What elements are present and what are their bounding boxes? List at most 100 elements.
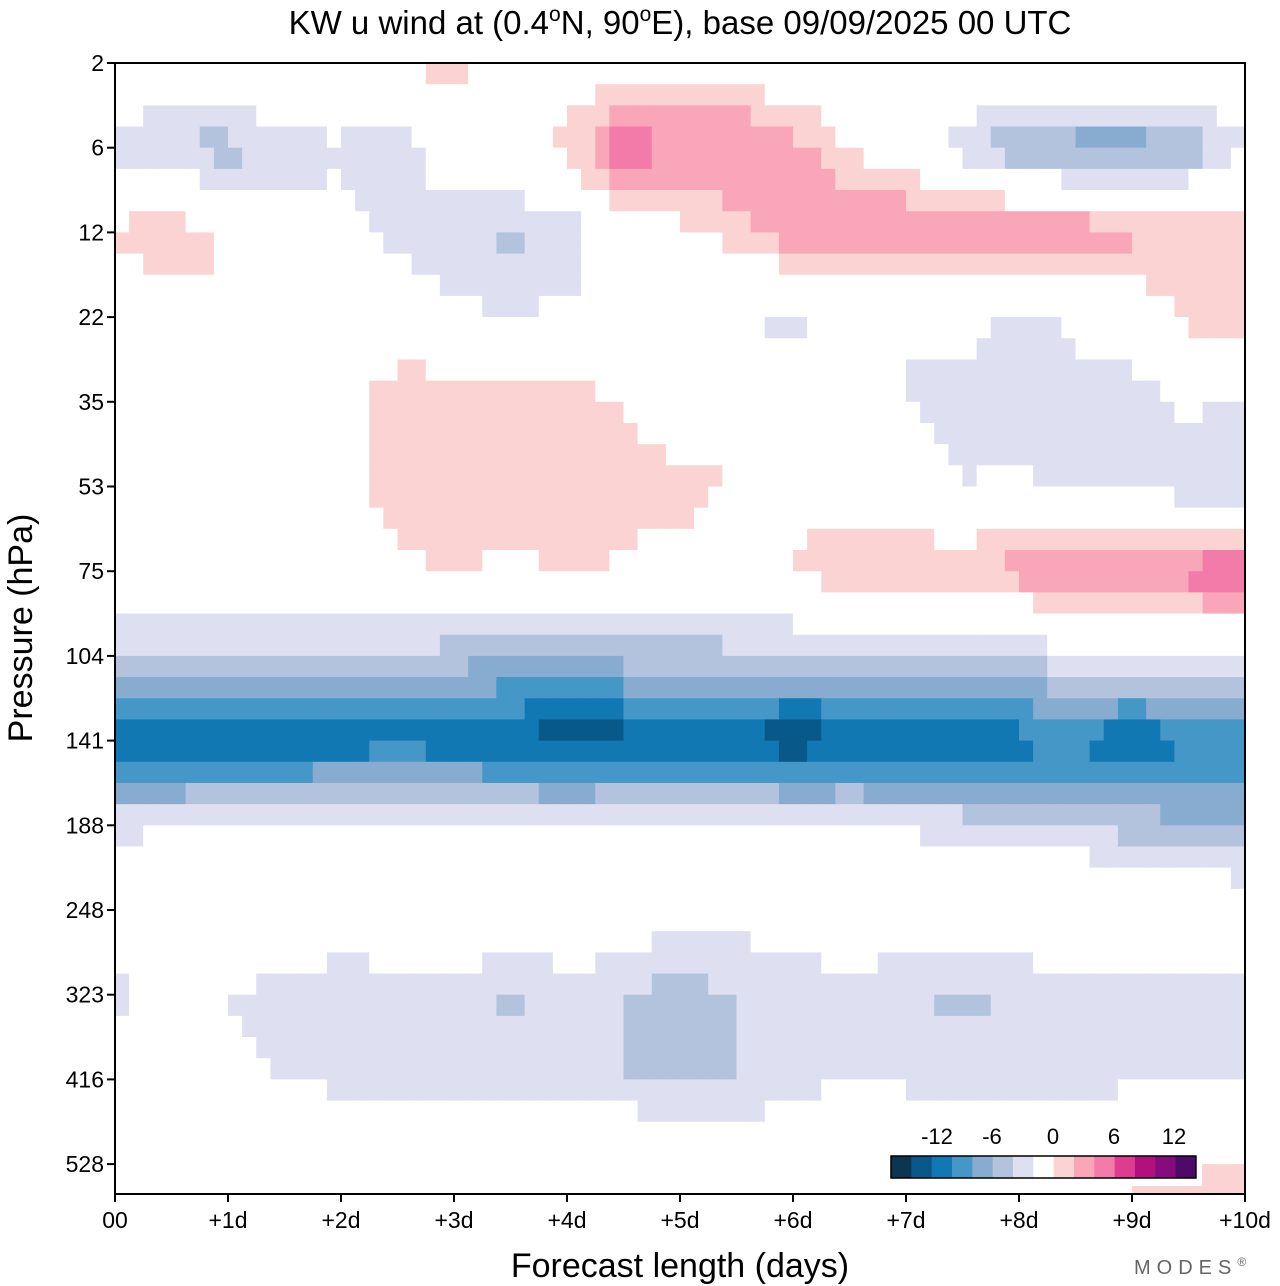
heatmap-cell <box>680 105 695 128</box>
heatmap-cell <box>750 1058 766 1081</box>
x-axis: 00 +1d +2d +3d +4d +5d +6d +7d +8d +9d +10d <box>102 1194 1271 1233</box>
heatmap-cell <box>298 190 314 212</box>
heatmap-cell <box>1033 507 1048 530</box>
heatmap-cell <box>948 698 964 721</box>
heatmap-cell <box>750 846 766 869</box>
heatmap-cell <box>609 465 625 488</box>
heatmap-cell <box>863 105 879 128</box>
heatmap-cell <box>891 274 907 297</box>
heatmap-cell <box>680 740 695 763</box>
heatmap-cell <box>722 190 738 212</box>
heatmap-cell <box>764 486 780 509</box>
heatmap-cell <box>1216 63 1232 85</box>
heatmap-cell <box>609 528 625 551</box>
heatmap-cell <box>1230 740 1246 763</box>
heatmap-cell <box>270 190 286 212</box>
heatmap-cell <box>1216 1142 1232 1165</box>
heatmap-cell <box>482 147 497 170</box>
heatmap-cell <box>567 655 582 678</box>
heatmap-cell <box>1117 761 1133 784</box>
heatmap-cell <box>468 825 483 848</box>
heatmap-cell <box>1216 677 1232 699</box>
heatmap-cell <box>736 232 752 255</box>
heatmap-cell <box>891 952 907 975</box>
y-tick-label: 53 <box>78 474 104 500</box>
heatmap-cell <box>482 655 497 678</box>
heatmap-cell <box>976 571 992 593</box>
heatmap-cell <box>778 782 794 805</box>
heatmap-cell <box>863 571 879 593</box>
heatmap-cell <box>609 295 625 318</box>
heatmap-cell <box>849 1100 865 1123</box>
heatmap-cell <box>439 528 455 551</box>
y-tick-label: 2 <box>91 50 104 76</box>
heatmap-cell <box>552 338 568 361</box>
heatmap-cell <box>948 867 964 890</box>
heatmap-cell <box>355 825 370 848</box>
heatmap-cell <box>482 825 497 848</box>
heatmap-cell <box>1132 867 1147 890</box>
heatmap-cell <box>863 528 879 551</box>
heatmap-cell <box>976 719 992 742</box>
heatmap-cell <box>567 338 582 361</box>
colorbar-swatch <box>1175 1156 1197 1178</box>
colorbar-swatch <box>1073 1156 1095 1178</box>
heatmap-cell <box>1146 1037 1161 1059</box>
heatmap-cell <box>1033 1015 1048 1038</box>
heatmap-cell <box>213 401 229 424</box>
heatmap-cell <box>185 317 201 339</box>
heatmap-cell <box>355 338 370 361</box>
heatmap-cell <box>764 804 780 826</box>
heatmap-cell <box>369 550 384 572</box>
heatmap-cell <box>425 677 441 699</box>
heatmap-cell <box>694 1142 709 1165</box>
heatmap-cell <box>1216 1015 1232 1038</box>
heatmap-cell <box>482 1100 497 1123</box>
heatmap-cell <box>496 507 512 530</box>
heatmap-cell <box>581 422 596 445</box>
heatmap-cell <box>764 719 780 742</box>
heatmap-cell <box>849 931 865 953</box>
heatmap-cell <box>341 888 356 911</box>
heatmap-cell <box>623 1100 639 1123</box>
heatmap-cell <box>1174 825 1190 848</box>
heatmap-cell <box>312 380 328 403</box>
heatmap-cell <box>609 571 625 593</box>
heatmap-cell <box>948 1100 964 1123</box>
heatmap-cell <box>722 295 738 318</box>
heatmap-cell <box>199 507 215 530</box>
heatmap-cell <box>1230 782 1246 805</box>
heatmap-cell <box>524 253 540 276</box>
heatmap-cell <box>538 1142 554 1165</box>
heatmap-cell <box>934 380 949 403</box>
heatmap-cell <box>213 1100 229 1123</box>
heatmap-cell <box>1160 550 1175 572</box>
heatmap-cell <box>821 168 836 191</box>
heatmap-cell <box>750 63 766 85</box>
heatmap-cell <box>750 931 766 953</box>
heatmap-cell <box>807 846 822 869</box>
heatmap-cell <box>863 507 879 530</box>
heatmap-cell <box>1019 910 1034 932</box>
heatmap-cell <box>891 550 907 572</box>
heatmap-cell <box>680 444 695 466</box>
heatmap-cell <box>171 168 187 191</box>
heatmap-cell <box>1004 401 1020 424</box>
heatmap-cell <box>256 740 271 763</box>
heatmap-cell <box>510 295 526 318</box>
heatmap-cell <box>1146 761 1161 784</box>
heatmap-cell <box>906 931 921 953</box>
heatmap-cell <box>524 782 540 805</box>
heatmap-cell <box>496 1142 512 1165</box>
heatmap-cell <box>1188 550 1204 572</box>
heatmap-cell <box>171 338 187 361</box>
heatmap-cell <box>213 825 229 848</box>
heatmap-cell <box>129 677 144 699</box>
heatmap-cell <box>312 740 328 763</box>
heatmap-cell <box>199 63 215 85</box>
heatmap-cell <box>143 253 158 276</box>
heatmap-cell <box>863 380 879 403</box>
heatmap-cell <box>425 888 441 911</box>
heatmap-cell <box>906 401 921 424</box>
heatmap-cell <box>750 910 766 932</box>
